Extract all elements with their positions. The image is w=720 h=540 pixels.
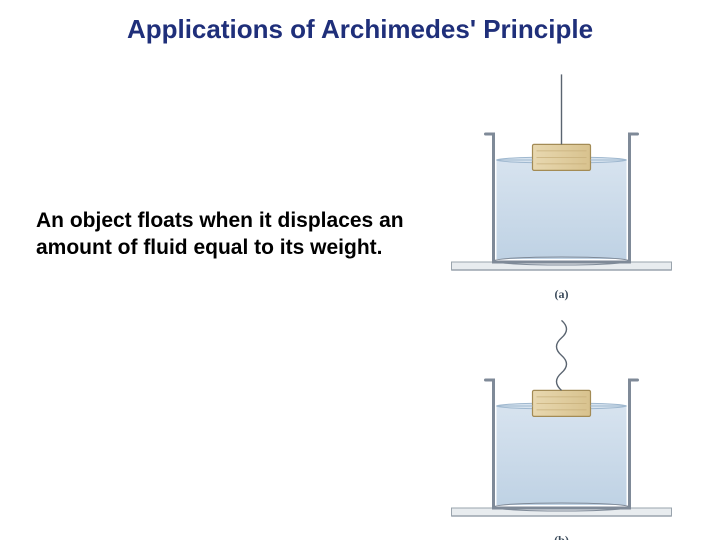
caption-b: (b) (439, 533, 684, 540)
diagram-b (439, 310, 684, 522)
panel-b: (b) (439, 310, 684, 540)
slide-title: Applications of Archimedes' Principle (0, 14, 720, 45)
figure-area: (a) (b) (439, 64, 684, 540)
panel-a: (a) (439, 64, 684, 302)
body-text: An object floats when it displaces an am… (36, 208, 406, 262)
caption-a: (a) (439, 287, 684, 302)
diagram-a (439, 64, 684, 276)
